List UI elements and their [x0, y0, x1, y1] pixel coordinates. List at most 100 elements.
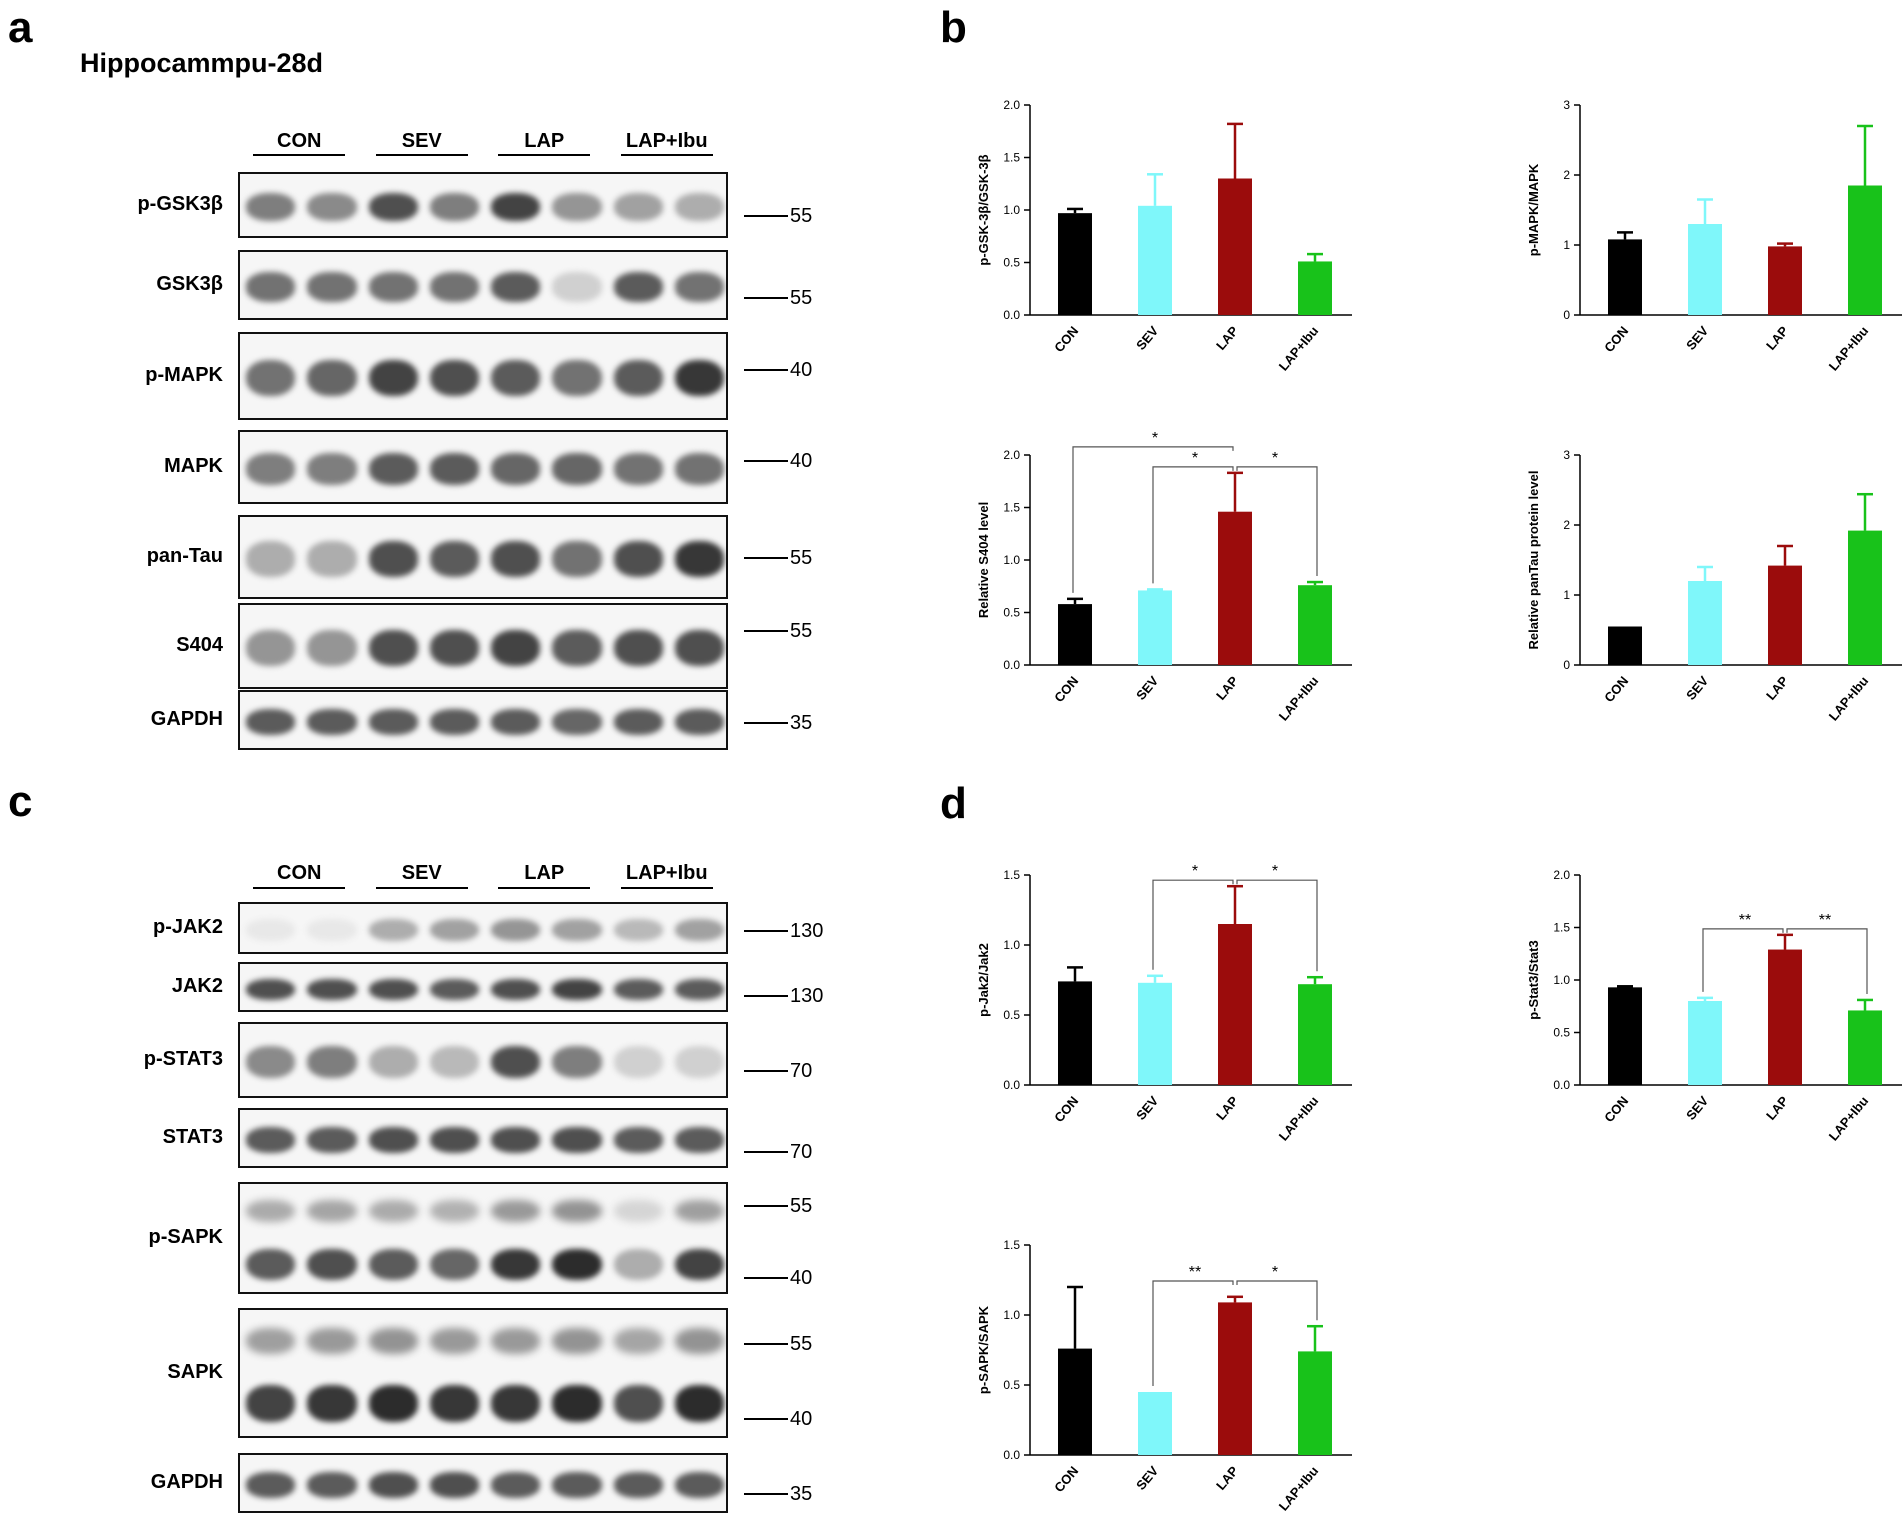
blot-strip-a-5	[238, 603, 728, 689]
band-c-3-6	[613, 1127, 663, 1153]
blot-strip-c-6	[238, 1453, 728, 1513]
bar-con	[1058, 1348, 1092, 1455]
band-a-5-6	[613, 629, 663, 667]
band-c-6-3	[429, 1472, 479, 1498]
mw-label-c-6-0: 35	[790, 1483, 813, 1505]
x-tick-label: LAP+Ibu	[1276, 323, 1322, 373]
y-tick-label: 0.5	[1553, 1026, 1570, 1040]
band-c-4-4	[491, 1248, 541, 1281]
y-tick-label: 0.5	[1003, 1378, 1020, 1392]
blot-label-c-3: STAT3	[162, 1126, 223, 1148]
band-a-4-2	[368, 541, 418, 577]
mw-tick-c-6-0	[744, 1493, 788, 1495]
band-upper-c-5-7	[674, 1328, 724, 1355]
band-c-2-4	[491, 1046, 541, 1078]
band-c-3-2	[368, 1127, 418, 1153]
blot-strip-a-6	[238, 690, 728, 750]
band-a-3-3	[429, 453, 479, 485]
y-tick-label: 0.5	[1003, 606, 1020, 620]
mw-tick-a-0-0	[744, 215, 788, 217]
x-tick-label: CON	[1051, 1093, 1081, 1125]
band-a-5-0	[246, 629, 296, 667]
significance-bracket	[1702, 928, 1784, 992]
x-tick-label: LAP+Ibu	[1826, 323, 1872, 373]
bar-lap	[1218, 178, 1252, 315]
band-a-4-1	[307, 541, 357, 577]
mw-label-a-5-0: 55	[790, 620, 813, 642]
band-c-0-3	[429, 919, 479, 941]
band-c-6-1	[307, 1472, 357, 1498]
mw-tick-c-3-0	[744, 1151, 788, 1153]
band-c-1-3	[429, 978, 479, 1000]
y-axis-label: p-MAPK/MAPK	[1526, 163, 1541, 256]
y-axis-label: p-Stat3/Stat3	[1526, 940, 1541, 1019]
mw-label-c-2-0: 70	[790, 1060, 813, 1082]
band-a-4-6	[613, 541, 663, 577]
bar-lap-ibu	[1848, 185, 1882, 315]
group-label-a-0: CON	[277, 130, 322, 152]
band-c-5-3	[429, 1385, 479, 1422]
band-c-0-4	[491, 919, 541, 941]
band-a-5-3	[429, 629, 479, 667]
band-upper-c-4-3	[429, 1199, 479, 1223]
band-upper-c-4-4	[491, 1199, 541, 1223]
band-a-6-0	[246, 709, 296, 735]
x-tick-label: LAP	[1213, 323, 1241, 353]
mw-tick-a-1-0	[744, 297, 788, 299]
band-a-5-5	[552, 629, 602, 667]
bar-sev	[1688, 581, 1722, 665]
band-a-6-3	[429, 709, 479, 735]
bar-con	[1608, 987, 1642, 1085]
group-underline-a-2	[498, 154, 591, 156]
x-tick-label: SEV	[1133, 323, 1161, 353]
chart-p-gsk3b: 0.0 0.5 1.0 1.5 2.0 p-GSK-3β/GSK-3β CON SEV LAP L…	[976, 98, 1352, 374]
band-c-3-7	[674, 1127, 724, 1153]
x-tick-label: CON	[1051, 323, 1081, 355]
significance-mark: *	[1192, 863, 1198, 880]
chart-p-mapk: 0 1 2 3 p-MAPK/MAPK CON SEV LAP LAP+Ibu	[1526, 98, 1902, 374]
blot-label-a-2: p-MAPK	[145, 364, 223, 386]
band-a-5-4	[491, 629, 541, 667]
significance-bracket	[1072, 446, 1234, 593]
bar-lap	[1218, 1302, 1252, 1455]
bar-sev	[1138, 590, 1172, 665]
band-a-3-7	[674, 453, 724, 485]
band-upper-c-4-0	[246, 1199, 296, 1223]
band-c-0-0	[246, 919, 296, 941]
panel-letter-b: b	[940, 3, 967, 52]
significance-bracket	[1236, 1280, 1318, 1321]
band-upper-c-4-2	[368, 1199, 418, 1223]
band-c-1-4	[491, 978, 541, 1000]
mw-label-a-4-0: 55	[790, 547, 813, 569]
x-tick-label: LAP+Ibu	[1276, 1093, 1322, 1143]
panel-letter-a: a	[8, 3, 33, 52]
band-a-0-2	[368, 193, 418, 221]
x-tick-label: CON	[1051, 673, 1081, 705]
chart-p-stat3: 0.0 0.5 1.0 1.5 2.0 p-Stat3/Stat3 CON SEV LAP LAP…	[1526, 868, 1902, 1144]
bar-sev	[1138, 1392, 1172, 1455]
band-a-1-3	[429, 272, 479, 302]
band-a-5-1	[307, 629, 357, 667]
band-upper-c-5-2	[368, 1328, 418, 1355]
band-a-2-5	[552, 359, 602, 397]
bar-con	[1058, 981, 1092, 1085]
y-tick-label: 0.0	[1553, 1078, 1570, 1092]
band-c-2-0	[246, 1046, 296, 1078]
bar-lap	[1768, 246, 1802, 315]
band-c-5-1	[307, 1385, 357, 1422]
band-upper-c-5-5	[552, 1328, 602, 1355]
y-tick-label: 2.0	[1003, 98, 1020, 112]
band-a-1-5	[552, 272, 602, 302]
y-tick-label: 2.0	[1553, 868, 1570, 882]
y-tick-label: 0	[1563, 308, 1570, 322]
band-c-3-1	[307, 1127, 357, 1153]
band-c-5-0	[246, 1385, 296, 1422]
chart-pantau: 0 1 2 3 Relative panTau protein level CON SEV L…	[1526, 448, 1902, 724]
x-tick-label: SEV	[1133, 1093, 1161, 1123]
band-a-0-4	[491, 193, 541, 221]
x-tick-label: SEV	[1683, 323, 1711, 353]
band-a-2-0	[246, 359, 296, 397]
y-tick-label: 1	[1563, 588, 1570, 602]
band-c-6-2	[368, 1472, 418, 1498]
